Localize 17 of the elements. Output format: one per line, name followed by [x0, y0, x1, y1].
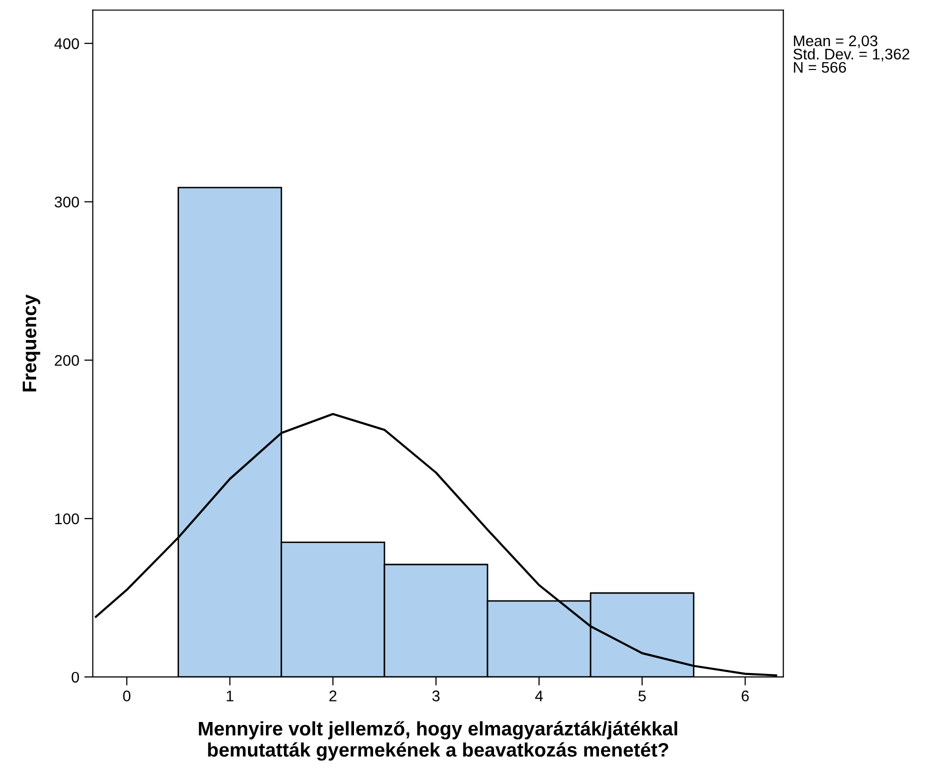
y-tick-label: 200	[54, 355, 79, 366]
x-tick-label: 2	[329, 690, 336, 702]
x-tick-label: 5	[638, 690, 646, 702]
y-tick-label: 400	[54, 38, 79, 50]
y-tick-label: 100	[55, 513, 79, 524]
y-axis-title: Frequency	[22, 294, 40, 392]
x-tick-label: 1	[226, 690, 234, 702]
x-axis-title: Mennyire volt jellemző, hogy elmagyarázták/játékkal bemutatták gyermekének a beavatkozás menetét?	[198, 721, 678, 761]
x-tick-label: 6	[742, 690, 749, 702]
y-tick-label: 0	[72, 672, 79, 683]
x-tick-label: 0	[123, 690, 130, 702]
text: N = 566	[794, 62, 846, 73]
text: Mean = 2,03	[794, 35, 878, 48]
x-tick-label: 3	[432, 690, 440, 702]
text: Std. Dev. = 1,362	[793, 48, 910, 62]
x-tick-label: 4	[535, 690, 543, 702]
y-tick-label: 300	[54, 196, 79, 208]
